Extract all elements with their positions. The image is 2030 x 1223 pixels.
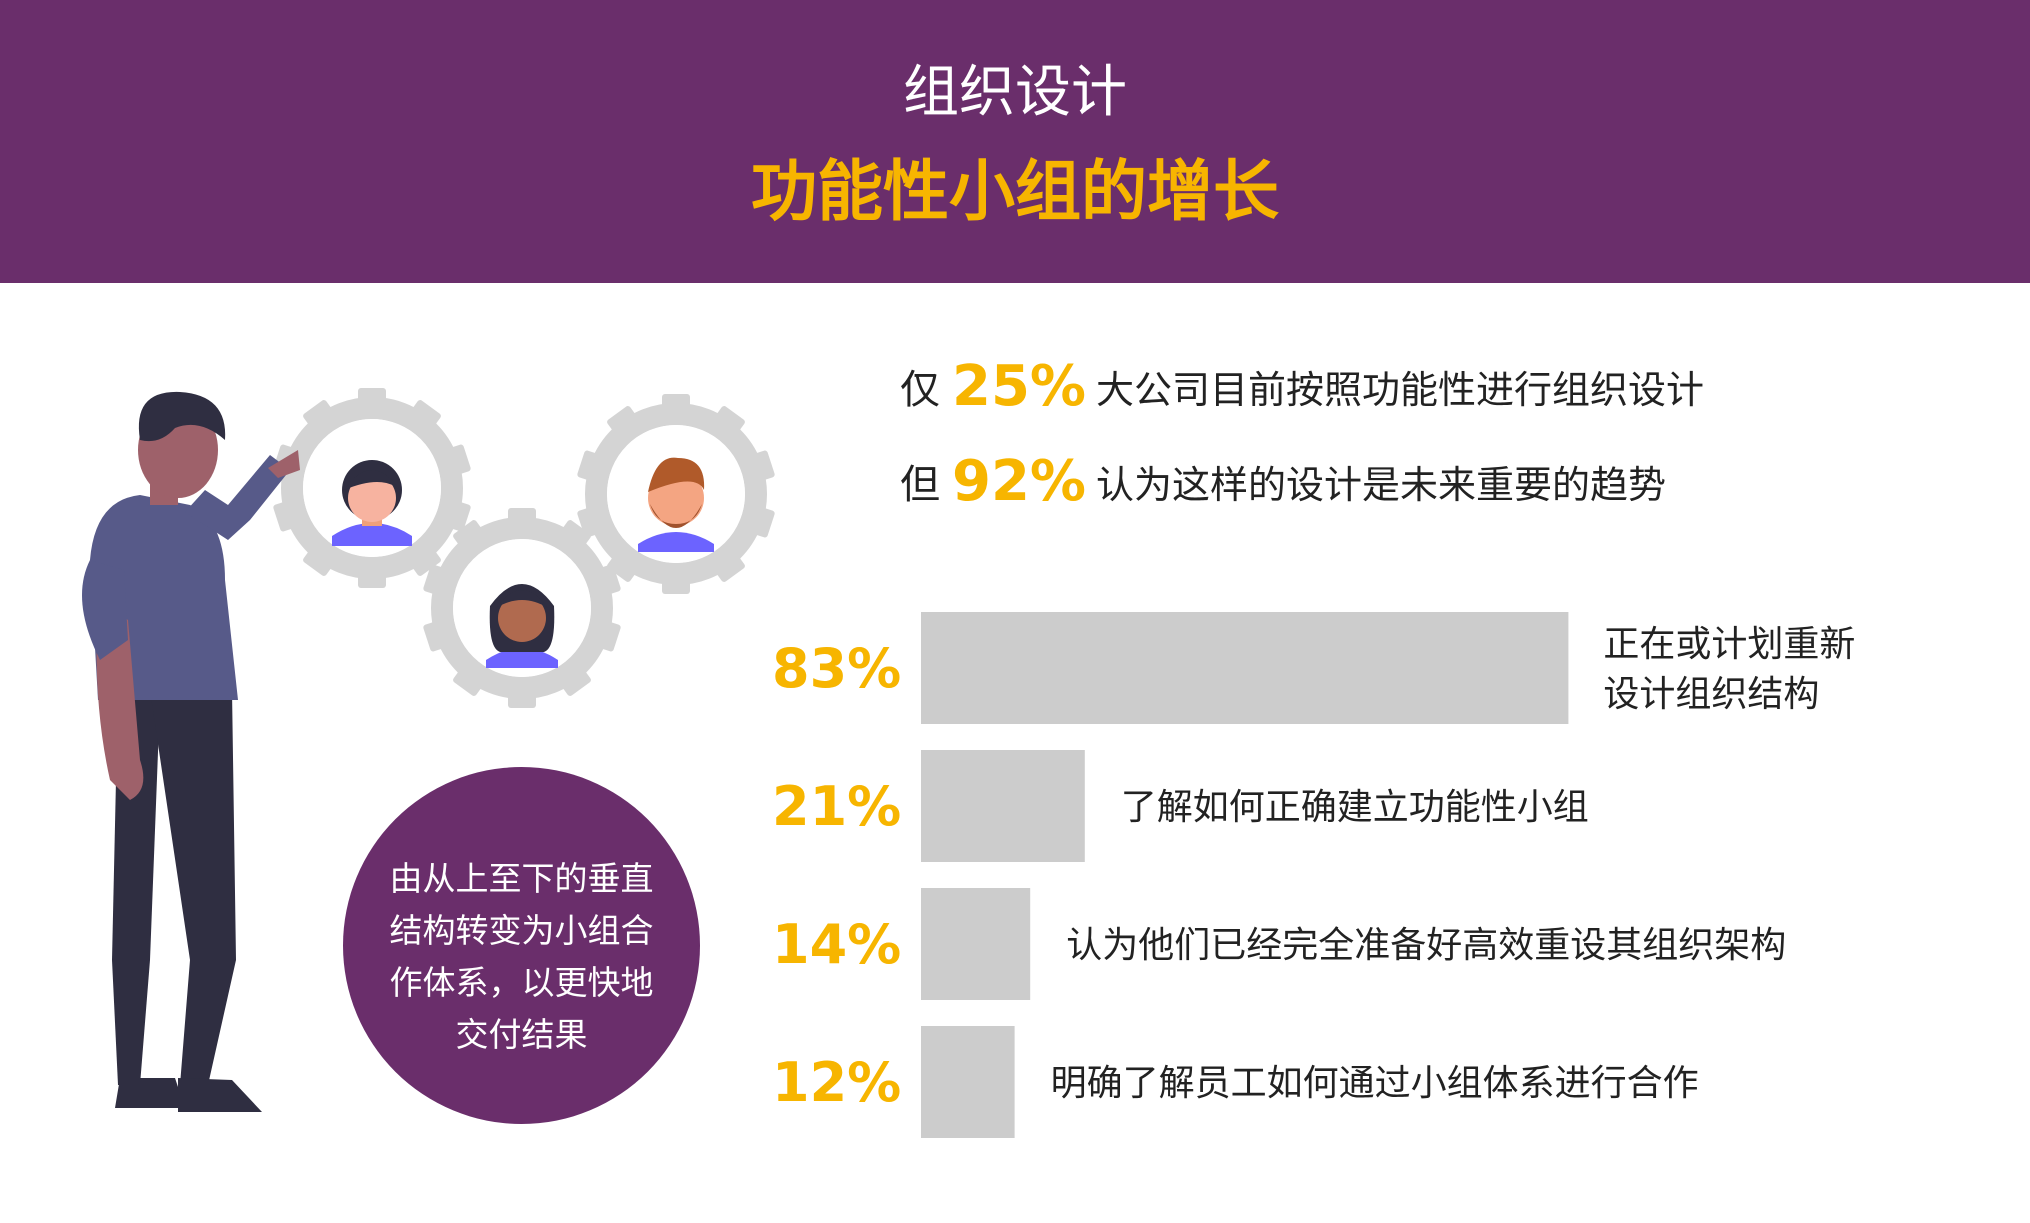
avatar: [486, 584, 558, 668]
page-title: 功能性小组的增长: [751, 153, 1279, 230]
value-label: 12%: [772, 1051, 901, 1114]
gear-icon: [273, 388, 472, 588]
category-label: 认为他们已经完全准备好高效重设其组织架构: [1066, 925, 1786, 966]
value-label: 21%: [772, 775, 901, 838]
callout-line: 结构转变为小组合: [389, 911, 654, 950]
stat-line-1: 仅 25% 大公司目前按照功能性进行组织设计: [900, 351, 1704, 421]
bar: [921, 1026, 1015, 1138]
bar: [921, 612, 1569, 724]
stat-line-2: 但 92% 认为这样的设计是未来重要的趋势: [900, 446, 1666, 516]
callout-circle: 由从上至下的垂直 结构转变为小组合 作体系，以更快地 交付结果: [343, 767, 700, 1124]
stat-percent: 92%: [952, 448, 1087, 514]
stat-text: 认为这样的设计是未来重要的趋势: [1096, 462, 1667, 507]
category-label: 正在或计划重新: [1603, 624, 1855, 665]
avatar: [638, 457, 714, 552]
header-banner: 组织设计 功能性小组的增长: [0, 0, 2030, 283]
gear-icon: [423, 508, 622, 708]
category-label: 明确了解员工如何通过小组体系进行合作: [1051, 1063, 1699, 1104]
bar: [921, 888, 1031, 1000]
avatar: [332, 460, 412, 546]
callout-line: 作体系，以更快地: [389, 963, 654, 1002]
header-subtitle: 组织设计: [903, 60, 1127, 125]
person-figure: [82, 391, 300, 1112]
stat-prefix: 仅: [900, 367, 940, 413]
gear-icon: [577, 394, 776, 594]
stat-percent: 25%: [952, 353, 1087, 419]
category-label: 了解如何正确建立功能性小组: [1121, 787, 1589, 828]
category-label: 设计组织结构: [1603, 674, 1819, 715]
bar: [921, 750, 1085, 862]
callout-line: 交付结果: [455, 1015, 588, 1054]
value-label: 83%: [772, 637, 901, 700]
stat-prefix: 但: [900, 462, 940, 508]
callout-line: 由从上至下的垂直: [389, 859, 654, 898]
stat-text: 大公司目前按照功能性进行组织设计: [1096, 367, 1705, 412]
value-label: 14%: [772, 913, 901, 976]
